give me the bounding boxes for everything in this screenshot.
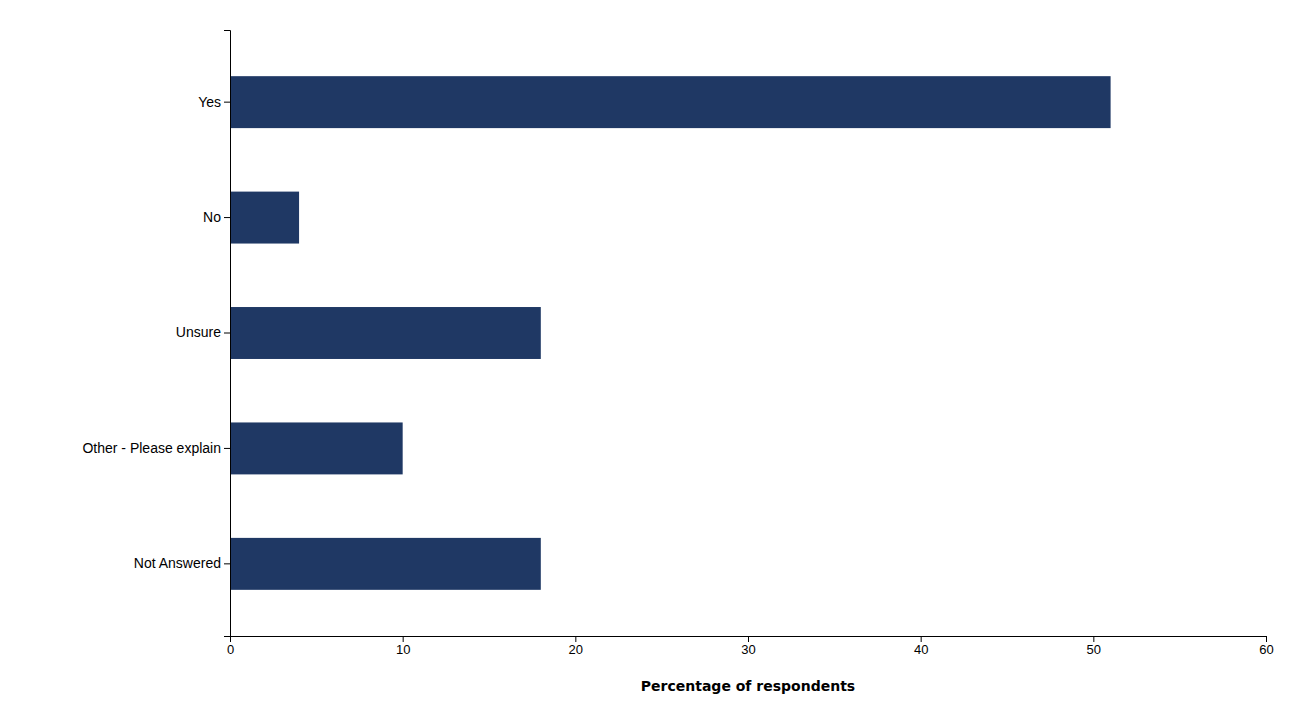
x-tick-label: 60: [1259, 642, 1273, 657]
bar: [230, 307, 541, 359]
x-tick-label: 30: [741, 642, 755, 657]
bar: [230, 422, 403, 474]
x-tick-mark: [921, 636, 922, 642]
x-axis: 0 10 20 30 40 50 60: [227, 636, 1274, 657]
x-tick: 10: [396, 636, 410, 657]
x-tick-label: 40: [914, 642, 928, 657]
x-tick-mark: [575, 636, 576, 642]
x-tick-mark: [1093, 636, 1094, 642]
y-tick: Not Answered: [134, 555, 230, 571]
x-tick: 30: [741, 636, 755, 657]
y-tick: Other - Please explain: [82, 440, 230, 456]
y-tick-mark: [224, 333, 230, 334]
y-axis: Yes No Unsure Other - Please explain Not Ans…: [82, 31, 230, 637]
x-tick-mark: [1266, 636, 1267, 642]
y-tick-label: Other - Please explain: [82, 440, 221, 456]
x-axis-title: Percentage of respondents: [641, 678, 855, 694]
y-tick-label: No: [203, 209, 221, 225]
x-tick-label: 50: [1087, 642, 1101, 657]
y-tick: Unsure: [176, 324, 230, 340]
y-tick-mark: [224, 102, 230, 103]
plot-area: 0 10 20 30 40 50 60 Yes No Unsure Other - Please e…: [82, 31, 1273, 658]
y-tick: Yes: [198, 94, 230, 110]
y-axis-line: [224, 31, 231, 637]
x-axis-line: [231, 637, 1267, 643]
y-tick-mark: [224, 563, 230, 564]
y-tick-mark: [224, 217, 230, 218]
y-tick-label: Yes: [198, 94, 221, 110]
x-tick: 50: [1087, 636, 1101, 657]
x-tick-label: 0: [227, 642, 234, 657]
bar: [230, 76, 1111, 128]
x-tick: 40: [914, 636, 928, 657]
y-tick: No: [203, 209, 230, 225]
x-tick-mark: [748, 636, 749, 642]
y-tick-mark: [224, 448, 230, 449]
y-tick-label: Not Answered: [134, 555, 221, 571]
x-tick: 0: [227, 636, 234, 657]
x-tick-label: 10: [396, 642, 410, 657]
bar: [230, 192, 299, 244]
y-tick-label: Unsure: [176, 324, 221, 340]
x-tick-label: 20: [569, 642, 583, 657]
x-tick-mark: [403, 636, 404, 642]
x-tick: 20: [569, 636, 583, 657]
bars: [230, 76, 1111, 590]
bar: [230, 538, 541, 590]
chart-svg: 0 10 20 30 40 50 60 Yes No Unsure Other - Please e…: [0, 0, 1316, 716]
chart-container: 0 10 20 30 40 50 60 Yes No Unsure Other - Please e…: [0, 0, 1316, 716]
x-tick: 60: [1259, 636, 1273, 657]
